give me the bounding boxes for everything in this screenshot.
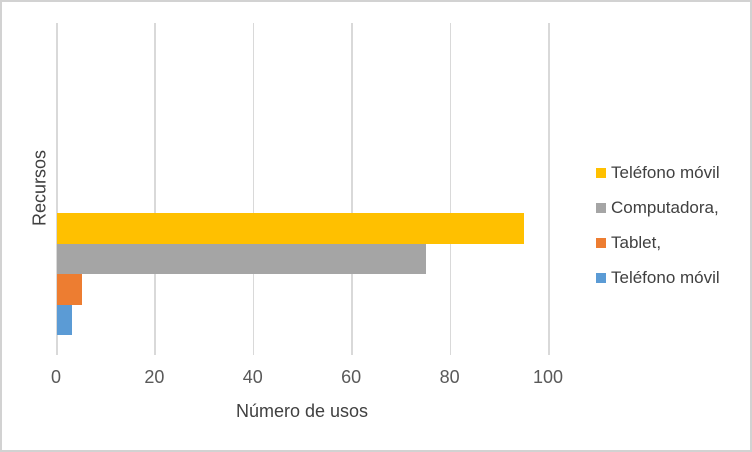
legend-label: Teléfono móvil: [611, 267, 720, 287]
x-tick-label: 0: [50, 367, 62, 387]
x-tick-label: 100: [532, 367, 564, 387]
x-tick-label: 60: [341, 367, 362, 387]
legend-swatch: [596, 202, 606, 213]
legend-label: Teléfono móvil: [611, 162, 720, 182]
legend-swatch: [596, 237, 606, 248]
x-tick-label: 40: [242, 367, 263, 387]
gridline: [548, 23, 550, 355]
x-tick-label: 80: [439, 367, 460, 387]
bar-series-3: [57, 274, 82, 305]
bar-series-1: [57, 213, 525, 244]
legend-item: Teléfono móvil: [596, 160, 720, 185]
gridline: [351, 23, 353, 355]
legend-item: Computadora,: [596, 195, 719, 220]
legend-swatch: [596, 272, 606, 283]
gridline: [252, 23, 255, 355]
x-tick-label: 20: [144, 367, 165, 387]
bar-series-4: [57, 304, 72, 335]
gridline: [56, 23, 58, 355]
gridline: [449, 23, 452, 355]
legend-label: Computadora,: [611, 197, 719, 217]
legend-item: Tablet,: [596, 230, 661, 255]
x-axis-title: Número de usos: [235, 401, 369, 421]
legend-item: Teléfono móvil: [596, 265, 720, 290]
legend-swatch: [596, 167, 606, 178]
plot-area: [56, 23, 550, 355]
bar-series-2: [57, 243, 426, 274]
gridline: [154, 23, 156, 355]
legend-label: Tablet,: [611, 232, 662, 252]
